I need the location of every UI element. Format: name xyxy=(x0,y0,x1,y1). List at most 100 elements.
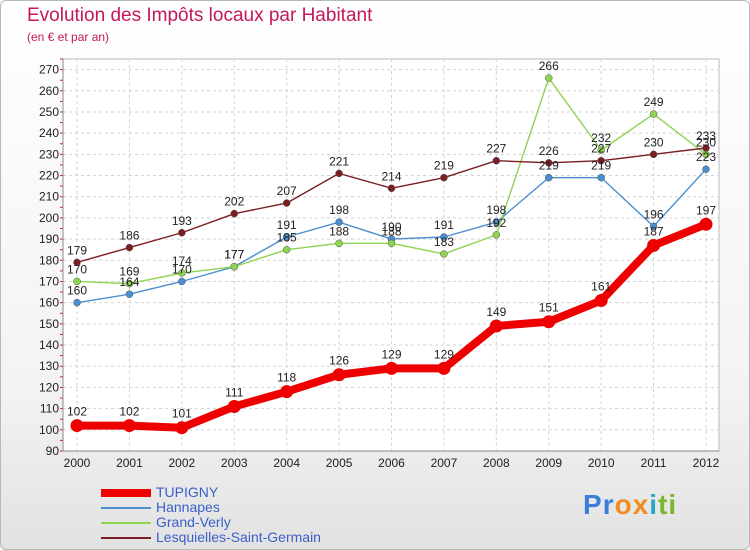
y-tick-label: 190 xyxy=(39,232,59,246)
series-layer xyxy=(70,74,713,435)
data-point-tupigny xyxy=(332,368,346,382)
data-point-hannapes xyxy=(178,277,186,286)
data-label-grand-verly: 169 xyxy=(119,265,139,279)
data-point-lesquielles-saint-germain xyxy=(282,199,291,207)
y-tick-label: 250 xyxy=(39,105,59,119)
data-label-lesquielles-saint-germain: 193 xyxy=(172,214,192,228)
data-label-hannapes: 198 xyxy=(486,203,506,217)
y-tick-label: 130 xyxy=(39,359,59,373)
x-tick-label: 2001 xyxy=(116,456,143,470)
y-tick-label: 140 xyxy=(39,338,59,352)
y-tick-label: 120 xyxy=(39,380,59,394)
legend-item-hannapes: Hannapes xyxy=(101,499,401,515)
data-point-lesquielles-saint-germain xyxy=(230,209,238,218)
plot-area xyxy=(62,58,720,452)
legend-swatch xyxy=(101,507,151,509)
data-point-lesquielles-saint-germain xyxy=(702,144,710,152)
data-point-lesquielles-saint-germain xyxy=(597,156,605,165)
data-point-hannapes xyxy=(649,222,658,231)
legend-swatch xyxy=(101,489,151,497)
data-point-lesquielles-saint-germain xyxy=(387,184,396,193)
data-label-lesquielles-saint-germain: 186 xyxy=(119,229,139,243)
x-tick-label: 2002 xyxy=(168,456,195,470)
y-tick-label: 180 xyxy=(39,253,59,267)
data-label-grand-verly: 185 xyxy=(277,231,297,245)
data-label-hannapes: 191 xyxy=(277,218,297,232)
data-point-hannapes xyxy=(545,173,553,182)
legend-item-grand-verly: Grand-Verly xyxy=(101,514,401,530)
data-point-tupigny xyxy=(594,294,608,308)
y-tick-label: 270 xyxy=(39,63,59,77)
data-label-grand-verly: 188 xyxy=(381,224,401,238)
y-tick-label: 240 xyxy=(39,126,59,140)
logo-letter: i xyxy=(668,489,678,520)
data-label-tupigny: 129 xyxy=(434,347,454,361)
data-point-tupigny xyxy=(699,217,713,231)
legend-item-lesquielles: Lesquielles-Saint-Germain xyxy=(101,529,401,545)
y-tick-label: 260 xyxy=(39,84,59,98)
x-tick-label: 2004 xyxy=(273,456,300,470)
data-point-tupigny xyxy=(437,361,451,375)
data-point-grand-verly xyxy=(178,269,186,277)
y-tick-label: 210 xyxy=(39,190,59,204)
x-tick-label: 2000 xyxy=(64,456,91,470)
y-tick-label: 220 xyxy=(39,169,59,183)
data-label-lesquielles-saint-germain: 230 xyxy=(644,135,664,149)
logo-letter: x xyxy=(632,489,650,520)
legend-label: Lesquielles-Saint-Germain xyxy=(156,529,321,545)
x-tick-label: 2010 xyxy=(588,456,615,470)
data-point-grand-verly xyxy=(597,146,605,154)
data-point-grand-verly xyxy=(125,279,134,288)
data-labels: 160 164 170 177 191 198 190 191 198 219 219 196 223 1… xyxy=(67,59,716,421)
data-label-lesquielles-saint-germain: 227 xyxy=(486,142,506,156)
data-label-tupigny: 102 xyxy=(67,405,87,419)
data-point-hannapes xyxy=(492,218,501,226)
x-tick-label: 2009 xyxy=(535,456,562,470)
legend-label: Hannapes xyxy=(156,499,220,515)
x-tick-label: 2006 xyxy=(378,456,405,470)
data-point-tupigny xyxy=(280,385,294,399)
data-point-hannapes xyxy=(73,298,81,307)
axes: 9010011012013014015016017018019020021022… xyxy=(39,58,720,470)
data-point-tupigny xyxy=(122,419,136,433)
data-point-lesquielles-saint-germain xyxy=(649,150,658,159)
data-point-grand-verly xyxy=(282,245,291,254)
data-point-hannapes xyxy=(282,233,291,241)
data-label-lesquielles-saint-germain: 202 xyxy=(224,195,244,209)
data-label-lesquielles-saint-germain: 233 xyxy=(696,129,716,143)
data-point-grand-verly xyxy=(387,239,396,248)
data-label-grand-verly: 177 xyxy=(224,248,244,262)
logo-letter: i xyxy=(649,489,659,520)
data-point-tupigny xyxy=(489,319,503,333)
data-point-hannapes xyxy=(335,218,343,226)
chart-subtitle: (en € et par an) xyxy=(27,30,110,44)
data-point-tupigny xyxy=(175,421,189,435)
data-label-tupigny: 149 xyxy=(486,305,506,319)
data-label-hannapes: 223 xyxy=(696,150,716,164)
grid-lines xyxy=(62,58,720,452)
x-tick-label: 2011 xyxy=(641,456,667,470)
data-point-lesquielles-saint-germain xyxy=(492,156,501,165)
data-label-hannapes: 177 xyxy=(224,248,244,262)
data-point-hannapes xyxy=(702,165,710,173)
legend-swatch xyxy=(101,537,151,539)
data-point-lesquielles-saint-germain xyxy=(125,243,134,252)
data-label-grand-verly: 174 xyxy=(172,254,192,268)
data-point-tupigny xyxy=(70,419,84,433)
data-label-lesquielles-saint-germain: 219 xyxy=(434,159,454,173)
data-label-hannapes: 170 xyxy=(172,262,192,276)
chart-title: Evolution des Impôts locaux par Habitant xyxy=(27,5,373,26)
legend-label: TUPIGNY xyxy=(156,484,219,500)
data-label-hannapes: 198 xyxy=(329,203,349,217)
x-tick-label: 2008 xyxy=(483,456,510,470)
data-point-lesquielles-saint-germain xyxy=(178,229,186,237)
data-label-lesquielles-saint-germain: 207 xyxy=(277,184,297,198)
x-tick-label: 2003 xyxy=(221,456,248,470)
data-point-grand-verly xyxy=(649,110,658,118)
data-label-grand-verly: 183 xyxy=(434,235,454,249)
data-point-lesquielles-saint-germain xyxy=(440,173,448,182)
x-tick-label: 2012 xyxy=(693,456,720,470)
x-tick-label: 2007 xyxy=(431,456,458,470)
data-label-lesquielles-saint-germain: 179 xyxy=(67,243,87,257)
data-point-hannapes xyxy=(597,173,605,182)
